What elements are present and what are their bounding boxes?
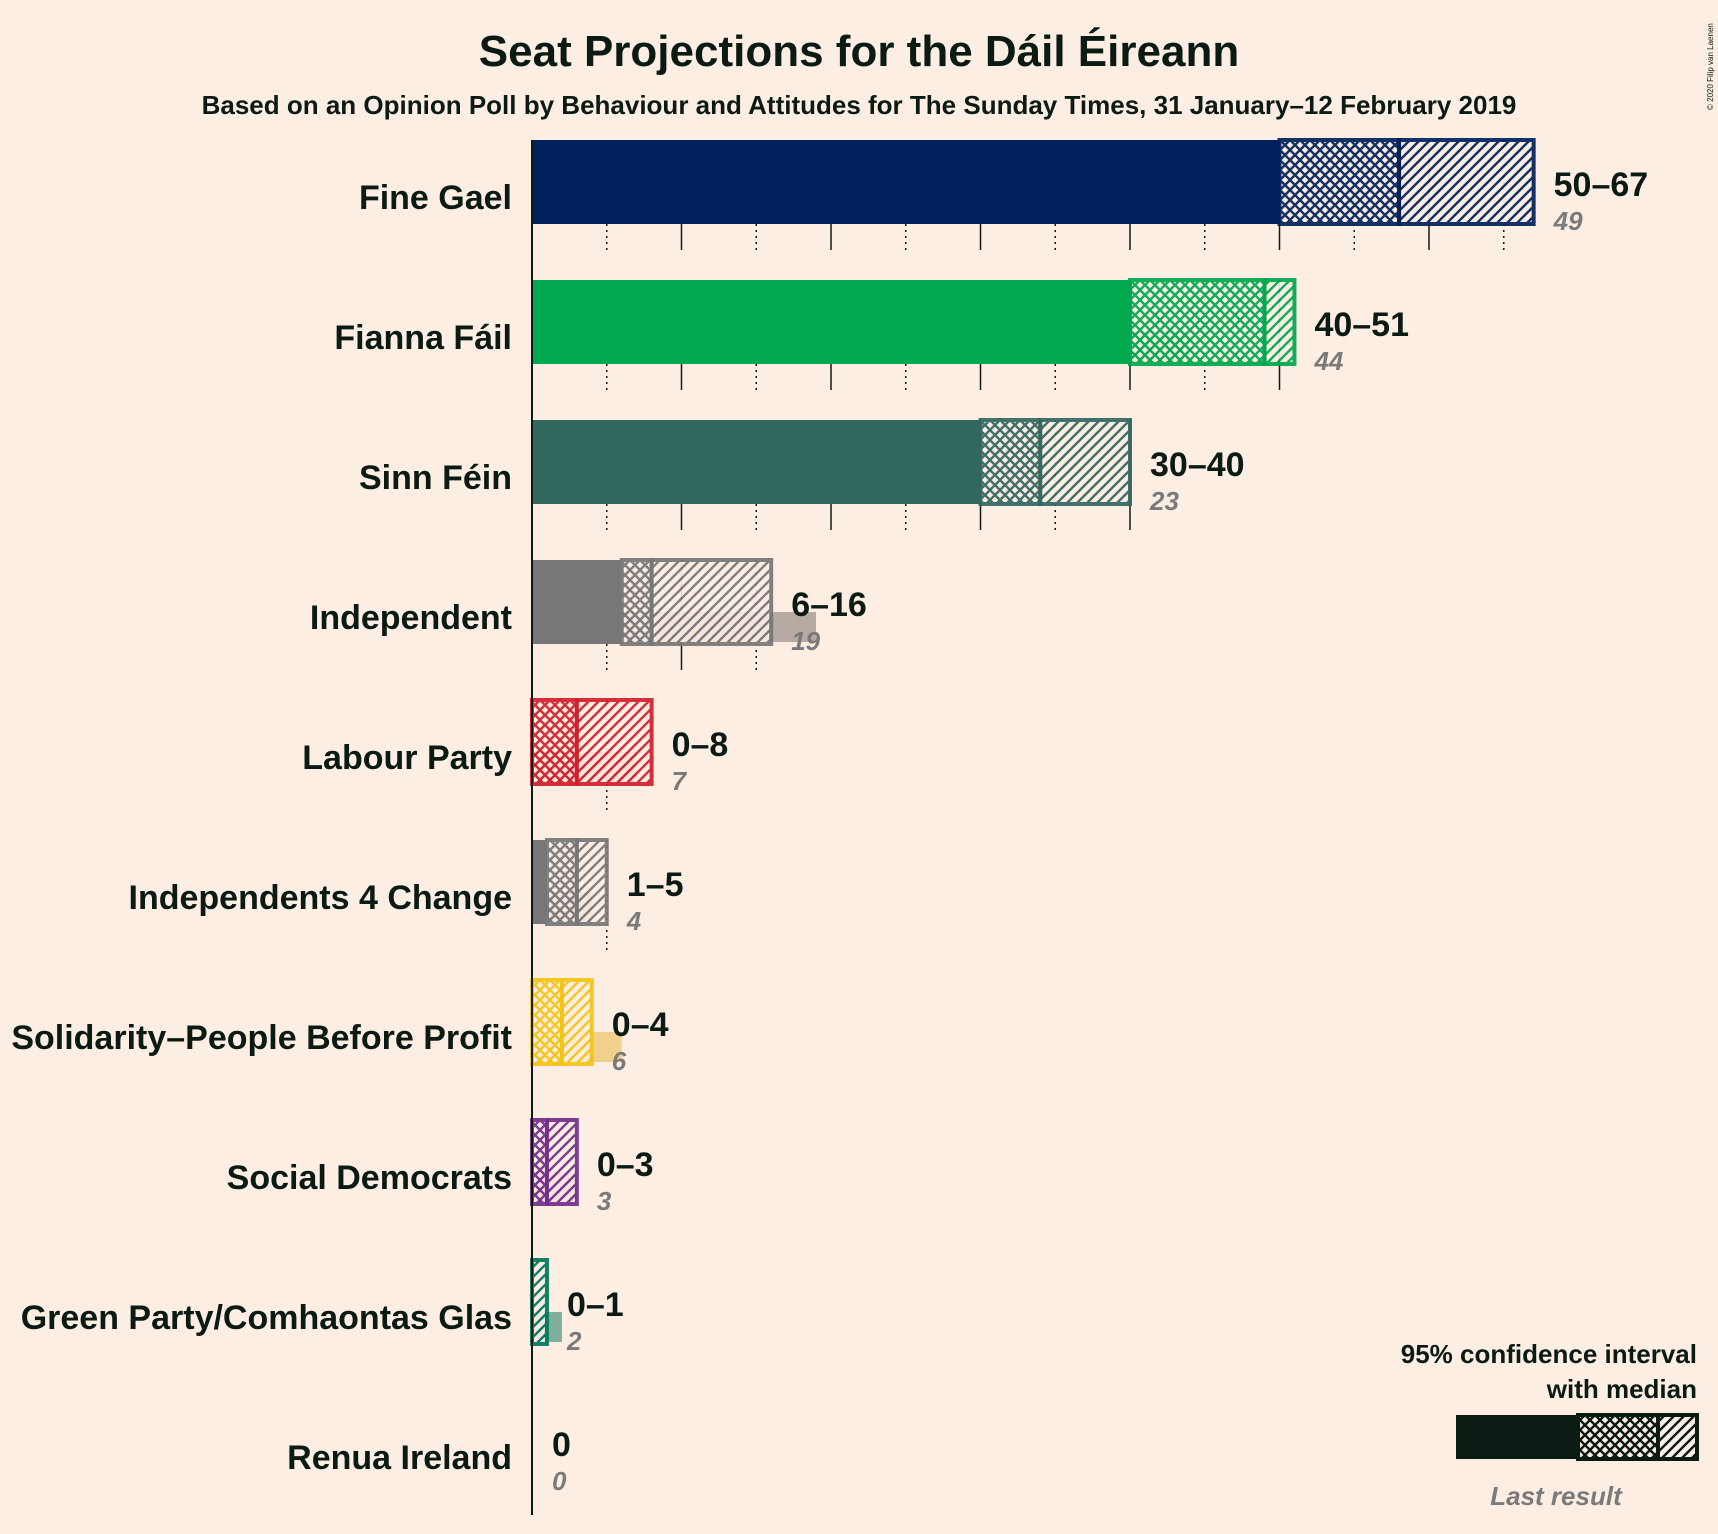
last-result-label: 4 bbox=[626, 906, 642, 936]
last-result-label: 23 bbox=[1149, 486, 1179, 516]
party-row: Labour Party 0–87 bbox=[302, 698, 729, 796]
interval-solid-bar bbox=[532, 420, 981, 504]
party-label: Solidarity–People Before Profit bbox=[11, 1019, 512, 1057]
interval-upper-hatch bbox=[1262, 278, 1297, 366]
party-label: Renua Ireland bbox=[287, 1439, 512, 1477]
party-row: Independents 4 Change 1–54 bbox=[129, 838, 684, 936]
interval-solid-bar bbox=[532, 140, 1280, 224]
interval-upper-hatch bbox=[649, 558, 774, 646]
interval-upper-hatch bbox=[1038, 418, 1133, 506]
party-label: Sinn Féin bbox=[359, 459, 512, 497]
last-result-label: 44 bbox=[1313, 346, 1343, 376]
party-label: Fianna Fáil bbox=[334, 319, 512, 357]
interval-upper-hatch bbox=[559, 978, 594, 1066]
interval-median-hatch bbox=[530, 978, 564, 1066]
copyright-note: © 2020 Filip van Laenen bbox=[1706, 23, 1715, 110]
interval-upper-hatch bbox=[574, 698, 654, 786]
grid-lines bbox=[606, 140, 1505, 950]
legend-title-line2: with median bbox=[1546, 1374, 1697, 1404]
interval-solid-bar bbox=[532, 840, 547, 924]
last-result-label: 2 bbox=[566, 1326, 582, 1356]
party-label: Independents 4 Change bbox=[129, 879, 513, 917]
chart-title: Seat Projections for the Dáil Éireann bbox=[479, 26, 1239, 76]
range-label: 0–4 bbox=[612, 1006, 669, 1044]
interval-median-hatch bbox=[544, 838, 579, 926]
legend-solid-bar bbox=[1456, 1415, 1578, 1459]
interval-median-hatch bbox=[530, 1118, 549, 1206]
last-result-label: 19 bbox=[791, 626, 820, 656]
range-label: 40–51 bbox=[1314, 306, 1409, 344]
party-row: Renua Ireland 00 bbox=[287, 1426, 571, 1496]
interval-solid-bar bbox=[532, 280, 1130, 364]
interval-upper-hatch bbox=[1397, 138, 1536, 226]
range-label: 50–67 bbox=[1554, 166, 1649, 204]
interval-median-hatch bbox=[619, 558, 654, 646]
legend: 95% confidence interval with median Last… bbox=[1401, 1339, 1699, 1511]
party-row: Solidarity–People Before Profit 0–46 bbox=[11, 978, 669, 1076]
legend-title-line1: 95% confidence interval bbox=[1401, 1339, 1697, 1369]
party-label: Fine Gael bbox=[359, 179, 512, 217]
party-row: Social Democrats 0–33 bbox=[227, 1118, 654, 1216]
legend-diagonal bbox=[1656, 1413, 1699, 1461]
interval-median-hatch bbox=[1128, 278, 1267, 366]
interval-median-hatch bbox=[1277, 138, 1402, 226]
party-row: Green Party/Comhaontas Glas 0–12 bbox=[21, 1258, 624, 1356]
party-label: Labour Party bbox=[302, 739, 512, 777]
interval-median-hatch bbox=[530, 698, 579, 786]
interval-solid-bar bbox=[532, 560, 622, 644]
range-label: 0 bbox=[552, 1426, 571, 1464]
interval-upper-hatch bbox=[574, 838, 609, 926]
range-label: 6–16 bbox=[791, 586, 867, 624]
last-result-label: 7 bbox=[672, 766, 688, 796]
range-label: 30–40 bbox=[1150, 446, 1245, 484]
interval-upper-hatch bbox=[544, 1118, 579, 1206]
range-label: 0–3 bbox=[597, 1146, 654, 1184]
interval-median-hatch bbox=[978, 418, 1043, 506]
range-label: 0–8 bbox=[672, 726, 729, 764]
chart-subtitle: Based on an Opinion Poll by Behaviour an… bbox=[202, 90, 1517, 120]
range-label: 1–5 bbox=[627, 866, 684, 904]
range-label: 0–1 bbox=[567, 1286, 624, 1324]
legend-last-result: Last result bbox=[1490, 1481, 1623, 1511]
last-result-label: 3 bbox=[597, 1186, 612, 1216]
party-label: Independent bbox=[310, 599, 512, 637]
last-result-label: 6 bbox=[612, 1046, 627, 1076]
legend-crosshatch bbox=[1576, 1413, 1660, 1461]
last-result-label: 49 bbox=[1553, 206, 1583, 236]
last-result-label: 0 bbox=[552, 1466, 567, 1496]
party-label: Social Democrats bbox=[227, 1159, 512, 1197]
party-label: Green Party/Comhaontas Glas bbox=[21, 1299, 512, 1337]
interval-upper-hatch bbox=[530, 1258, 549, 1346]
